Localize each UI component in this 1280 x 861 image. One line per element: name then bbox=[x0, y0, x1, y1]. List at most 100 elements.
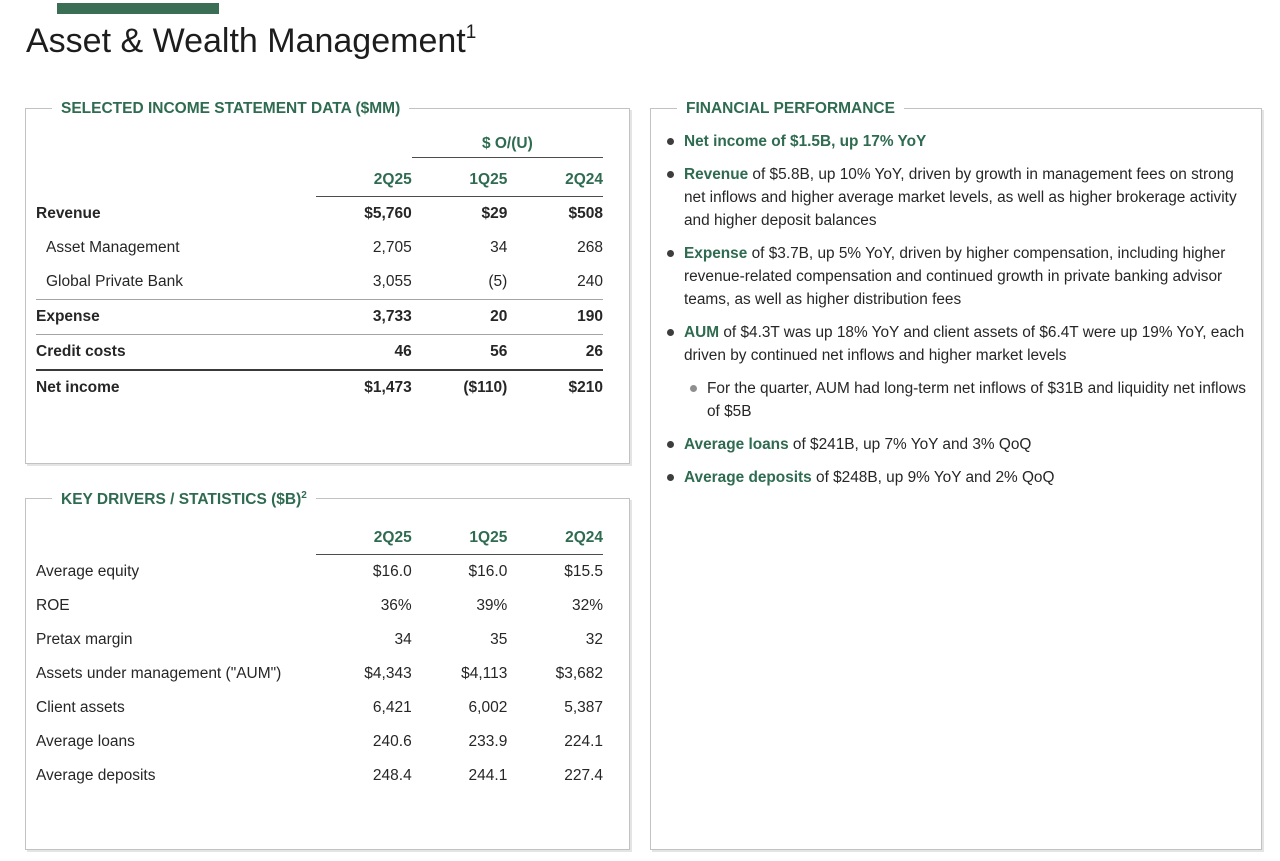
spacer-cell bbox=[316, 135, 412, 158]
row-value: 240 bbox=[507, 265, 603, 300]
bullet-icon bbox=[667, 441, 674, 448]
row-value: 248.4 bbox=[372, 767, 412, 784]
drivers-table-row: Client assets 6,421 6,002 5,387 bbox=[36, 691, 603, 725]
key-drivers-panel-title: KEY DRIVERS / STATISTICS ($B)2 bbox=[52, 490, 316, 510]
row-label: Client assets bbox=[36, 699, 125, 716]
row-value: 240.6 bbox=[372, 733, 412, 750]
row-value: $1,473 bbox=[364, 379, 412, 396]
column-header-2q25: 2Q25 bbox=[316, 523, 412, 555]
key-drivers-table: 2Q25 1Q25 2Q24 Average equity $16.0 $16.0 $… bbox=[36, 523, 603, 793]
row-value: 3,733 bbox=[316, 299, 412, 335]
bullet-text: Revenue of $5.8B, up 10% YoY, driven by … bbox=[684, 166, 1237, 229]
page-title: Asset & Wealth Management1 bbox=[26, 22, 476, 61]
row-value: 32 bbox=[585, 631, 603, 648]
row-label: Global Private Bank bbox=[36, 265, 317, 300]
bullet-item: Average loans of $241B, up 7% YoY and 3%… bbox=[667, 433, 1247, 456]
income-statement-table: $ O/(U) 2Q25 1Q25 2Q24 Revenue $5,760 $29 $… bbox=[36, 135, 603, 405]
row-value: $3,682 bbox=[555, 665, 603, 682]
bullet-lead-text: Average deposits bbox=[684, 469, 812, 486]
row-value: 6,002 bbox=[468, 699, 508, 716]
row-label: Asset Management bbox=[46, 239, 180, 256]
financial-performance-bullets: Net income of $1.5B, up 17% YoY Revenue o… bbox=[651, 109, 1261, 489]
bullet-text: Average deposits of $248B, up 9% YoY and… bbox=[684, 469, 1055, 486]
income-statement-panel: SELECTED INCOME STATEMENT DATA ($MM) $ O… bbox=[25, 100, 630, 464]
bullet-icon bbox=[667, 474, 674, 481]
row-value: 56 bbox=[411, 334, 508, 371]
row-value: 244.1 bbox=[468, 767, 508, 784]
row-value: $4,343 bbox=[364, 665, 412, 682]
bullet-text: Expense of $3.7B, up 5% YoY, driven by h… bbox=[684, 245, 1226, 308]
drivers-table-row: Pretax margin 34 35 32 bbox=[36, 623, 603, 657]
row-value: 224.1 bbox=[564, 733, 603, 750]
drivers-table-row: Average deposits 248.4 244.1 227.4 bbox=[36, 759, 603, 793]
spacer-cell bbox=[36, 523, 316, 555]
row-value: $210 bbox=[568, 379, 603, 396]
drivers-column-header-row: 2Q25 1Q25 2Q24 bbox=[36, 523, 603, 555]
bullet-icon bbox=[667, 250, 674, 257]
page-title-text: Asset & Wealth Management bbox=[26, 22, 466, 60]
bullet-item: Average deposits of $248B, up 9% YoY and… bbox=[667, 466, 1247, 489]
financial-performance-panel: FINANCIAL PERFORMANCE Net income of $1.5… bbox=[650, 100, 1262, 850]
bullet-text: Net income of $1.5B, up 17% YoY bbox=[684, 130, 1247, 153]
spacer-cell bbox=[36, 158, 316, 197]
row-value: 3,055 bbox=[316, 265, 412, 300]
column-header-1q25: 1Q25 bbox=[411, 523, 508, 555]
row-value: 26 bbox=[507, 334, 603, 371]
row-value: $508 bbox=[568, 205, 603, 222]
drivers-table-row: Assets under management ("AUM") $4,343 $4,… bbox=[36, 657, 603, 691]
row-value: $29 bbox=[481, 205, 508, 222]
over-under-header-row: $ O/(U) bbox=[36, 135, 603, 158]
sub-bullet-icon bbox=[690, 385, 697, 392]
row-label: Expense bbox=[36, 299, 317, 335]
column-header-2q24: 2Q24 bbox=[507, 157, 603, 197]
financial-performance-panel-title-text: FINANCIAL PERFORMANCE bbox=[686, 100, 895, 117]
income-table-row: Global Private Bank 3,055 (5) 240 bbox=[36, 265, 603, 300]
row-value: 227.4 bbox=[564, 767, 603, 784]
sub-bullet-item: For the quarter, AUM had long-term net i… bbox=[690, 377, 1247, 423]
row-value: 34 bbox=[490, 239, 508, 256]
row-value: 233.9 bbox=[468, 733, 508, 750]
row-value: 34 bbox=[394, 631, 412, 648]
income-statement-panel-title-text: SELECTED INCOME STATEMENT DATA ($MM) bbox=[61, 100, 401, 117]
page-title-superscript: 1 bbox=[465, 21, 477, 43]
row-value: 2,705 bbox=[372, 239, 412, 256]
row-label: Assets under management ("AUM") bbox=[36, 665, 282, 682]
income-table-row: Revenue $5,760 $29 $508 bbox=[36, 197, 603, 232]
key-drivers-title-superscript: 2 bbox=[301, 490, 307, 501]
row-label: Average loans bbox=[36, 733, 135, 750]
bullet-text: AUM of $4.3T was up 18% YoY and client a… bbox=[684, 324, 1245, 364]
row-value: (5) bbox=[411, 265, 508, 300]
row-value: $15.5 bbox=[564, 563, 603, 580]
row-value: 35 bbox=[490, 631, 508, 648]
spacer-cell bbox=[36, 135, 316, 158]
row-value: ($110) bbox=[463, 379, 508, 396]
row-value: $4,113 bbox=[461, 665, 508, 682]
column-header-1q25: 1Q25 bbox=[411, 157, 508, 197]
row-value: 46 bbox=[316, 334, 412, 371]
drivers-table-row: Average loans 240.6 233.9 224.1 bbox=[36, 725, 603, 759]
accent-bar bbox=[57, 3, 219, 14]
income-table-row: Credit costs 46 56 26 bbox=[36, 334, 603, 371]
row-value: 20 bbox=[411, 299, 508, 335]
income-column-header-row: 2Q25 1Q25 2Q24 bbox=[36, 157, 603, 197]
bullet-text: For the quarter, AUM had long-term net i… bbox=[707, 380, 1246, 420]
row-value: 36% bbox=[380, 597, 412, 614]
income-table-row: Expense 3,733 20 190 bbox=[36, 299, 603, 335]
key-drivers-panel: KEY DRIVERS / STATISTICS ($B)2 2Q25 1Q25… bbox=[25, 490, 630, 850]
row-value: $16.0 bbox=[468, 563, 508, 580]
column-header-2q25: 2Q25 bbox=[316, 157, 412, 197]
key-drivers-panel-title-text: KEY DRIVERS / STATISTICS ($B) bbox=[61, 491, 302, 509]
bullet-lead-text: Net income of $1.5B, up 17% YoY bbox=[684, 133, 927, 150]
row-value: 6,421 bbox=[372, 699, 412, 716]
row-label: Pretax margin bbox=[36, 631, 133, 648]
over-under-header: $ O/(U) bbox=[411, 135, 603, 158]
row-value: $5,760 bbox=[364, 205, 412, 222]
bullet-lead-text: Average loans bbox=[684, 436, 789, 453]
income-table-row: Asset Management 2,705 34 268 bbox=[36, 231, 603, 265]
bullet-lead-text: Revenue bbox=[684, 166, 749, 183]
row-label: Revenue bbox=[36, 204, 101, 222]
bullet-item: Expense of $3.7B, up 5% YoY, driven by h… bbox=[667, 242, 1247, 311]
bullet-icon bbox=[667, 138, 674, 145]
row-value: 268 bbox=[577, 239, 603, 256]
row-label: ROE bbox=[36, 597, 70, 614]
